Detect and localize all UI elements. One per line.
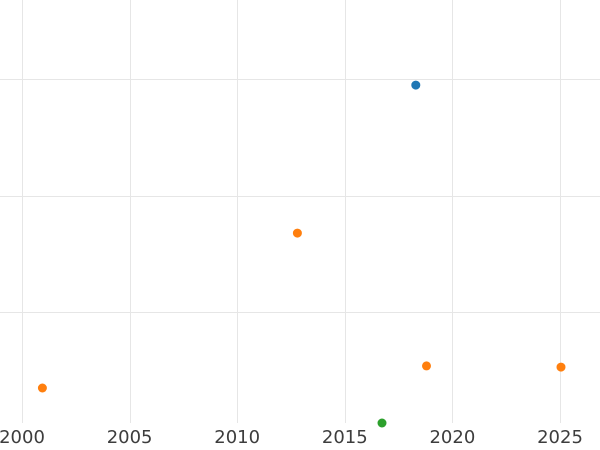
scatter-point-green <box>377 418 387 428</box>
scatter-point-orange <box>292 228 302 238</box>
x-axis-tick-label: 2020 <box>429 427 476 448</box>
x-axis-tick-label: 2005 <box>106 427 153 448</box>
scatter-point-orange <box>556 362 566 372</box>
scatter-point-orange <box>422 361 431 371</box>
x-axis-tick-label: 2025 <box>537 427 583 448</box>
x-axis-tick-label: 2010 <box>214 427 261 448</box>
x-axis-tick-label: 2000 <box>0 427 45 448</box>
x-axis-tick-label: 2015 <box>321 427 368 448</box>
scatter-point-blue <box>411 80 421 90</box>
scatter-point-orange <box>37 383 47 393</box>
